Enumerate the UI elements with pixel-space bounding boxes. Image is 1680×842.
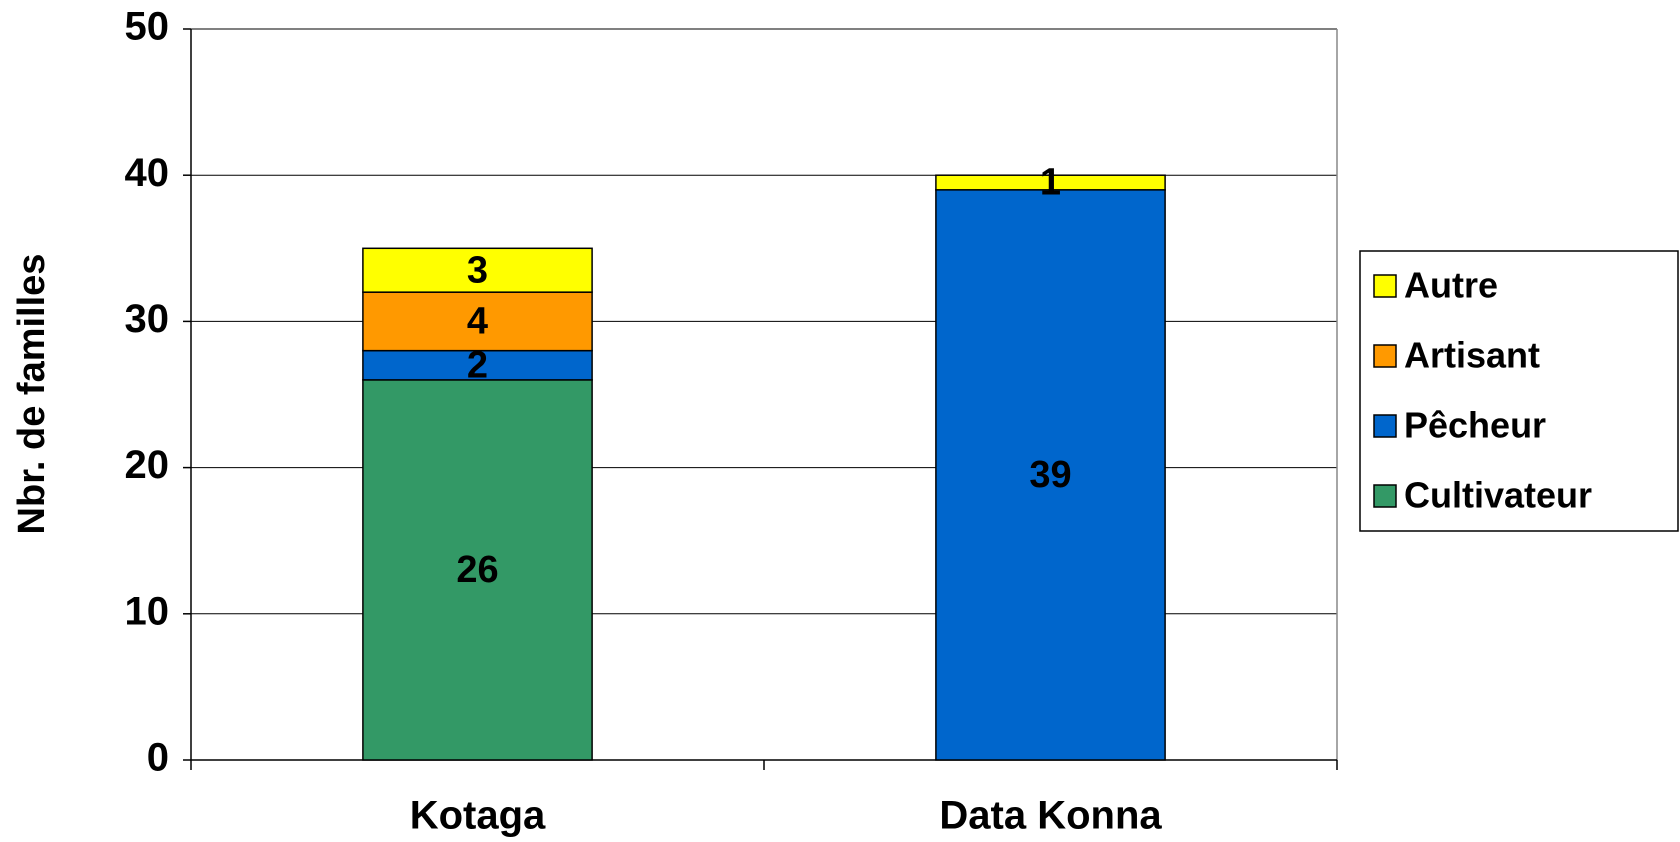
legend-swatch bbox=[1373, 414, 1397, 438]
data-label: 2 bbox=[467, 344, 488, 386]
y-tick-label: 40 bbox=[125, 151, 170, 195]
legend-label: Autre bbox=[1404, 265, 1498, 306]
data-label: 3 bbox=[467, 249, 488, 291]
legend-swatch bbox=[1373, 274, 1397, 298]
legend-label: Pêcheur bbox=[1404, 405, 1546, 446]
bar-segment bbox=[362, 247, 593, 293]
data-label: 39 bbox=[1029, 454, 1071, 496]
y-tick-label: 0 bbox=[147, 736, 169, 780]
y-tick-label: 10 bbox=[125, 589, 170, 633]
legend-swatch bbox=[1373, 484, 1397, 508]
y-axis-label: Nbr. de familles bbox=[11, 254, 53, 535]
legend-label: Artisant bbox=[1404, 335, 1540, 376]
bar-segment bbox=[362, 291, 593, 352]
y-tick-label: 30 bbox=[125, 297, 170, 341]
legend-label: Cultivateur bbox=[1404, 475, 1592, 516]
x-tick-label: Kotaga bbox=[410, 794, 546, 838]
data-label: 4 bbox=[467, 300, 488, 342]
bar-segment bbox=[935, 189, 1166, 761]
bar-segment bbox=[935, 174, 1166, 191]
y-tick-label: 50 bbox=[125, 5, 170, 49]
legend-swatch bbox=[1373, 344, 1397, 368]
legend-box bbox=[1359, 250, 1679, 532]
x-tick-label: Data Konna bbox=[939, 794, 1162, 838]
data-label: 26 bbox=[456, 549, 498, 591]
data-label: 1 bbox=[1040, 162, 1061, 204]
y-tick-label: 20 bbox=[125, 443, 170, 487]
